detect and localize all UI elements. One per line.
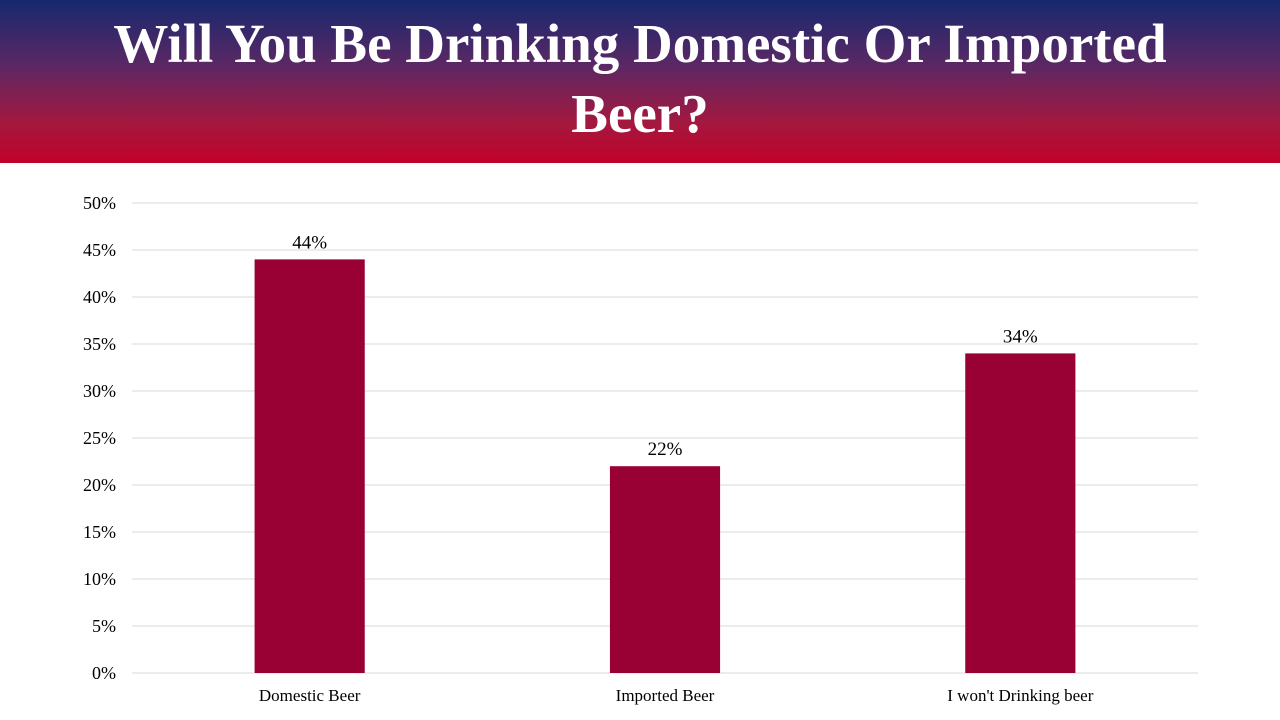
y-tick-label: 5% bbox=[92, 616, 116, 636]
x-axis-category-labels: Domestic Beer Imported Beer I won't Drinki… bbox=[259, 686, 1094, 705]
y-tick-label: 0% bbox=[92, 663, 116, 683]
y-tick-label: 20% bbox=[83, 475, 116, 495]
data-label: 44% bbox=[292, 232, 327, 253]
bars bbox=[254, 259, 1076, 673]
bar-chart: 0% 5% 10% 15% 20% 25% 30% 35% 40% 45% 50% 44% 22% 34… bbox=[0, 163, 1280, 720]
chart-canvas: 0% 5% 10% 15% 20% 25% 30% 35% 40% 45% 50% 44% 22% 34… bbox=[83, 193, 1198, 705]
y-tick-label: 25% bbox=[83, 428, 116, 448]
x-category-label: Domestic Beer bbox=[259, 686, 361, 705]
y-tick-label: 15% bbox=[83, 522, 116, 542]
x-category-label: Imported Beer bbox=[616, 686, 715, 705]
bar bbox=[609, 466, 721, 673]
title-banner: Will You Be Drinking Domestic Or Importe… bbox=[0, 0, 1280, 163]
bar bbox=[254, 259, 365, 673]
data-labels: 44% 22% 34% bbox=[292, 232, 1038, 460]
y-tick-label: 35% bbox=[83, 334, 116, 354]
y-tick-label: 40% bbox=[83, 287, 116, 307]
y-tick-label: 45% bbox=[83, 240, 116, 260]
bar bbox=[965, 353, 1076, 673]
chart-title: Will You Be Drinking Domestic Or Importe… bbox=[113, 12, 1167, 144]
y-tick-label: 50% bbox=[83, 193, 116, 213]
data-label: 34% bbox=[1003, 326, 1038, 347]
y-tick-label: 10% bbox=[83, 569, 116, 589]
y-axis-tick-labels: 0% 5% 10% 15% 20% 25% 30% 35% 40% 45% 50% bbox=[83, 193, 116, 683]
x-category-label: I won't Drinking beer bbox=[947, 686, 1093, 705]
data-label: 22% bbox=[648, 439, 683, 460]
y-tick-label: 30% bbox=[83, 381, 116, 401]
